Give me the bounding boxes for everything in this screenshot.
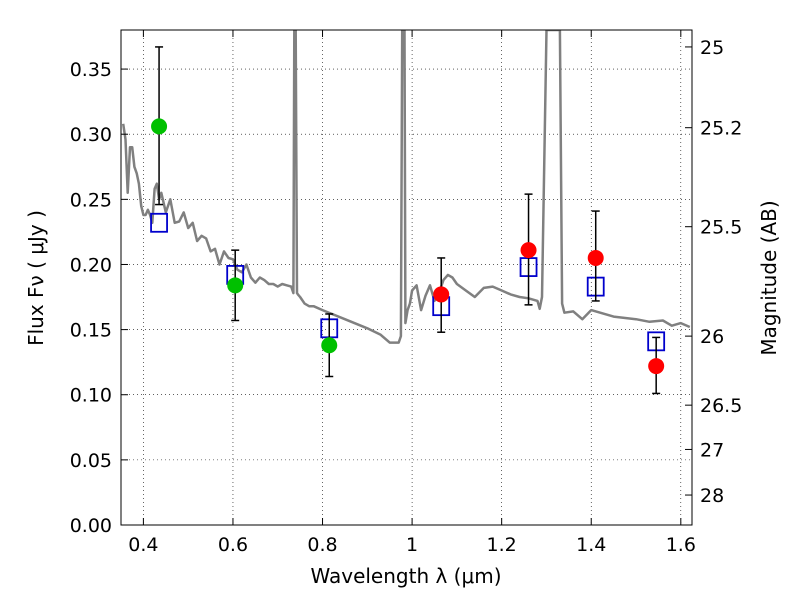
x-tick-label: 1.6: [666, 534, 696, 556]
y-tick-label: 0.35: [70, 59, 112, 81]
series-layer: [121, 30, 691, 395]
axis-ticks: 0.4 0.6 0.8 1 1.2 1.4 1.6 0.00 0.05 0.10 0.15 0.20 0…: [70, 30, 742, 556]
plot-frame: [120, 29, 693, 526]
y2-tick-label: 25: [700, 37, 724, 59]
observed-flux-point: [151, 118, 168, 135]
x-tick-label: 1: [406, 534, 418, 556]
y2-axis-label: Magnitude (AB): [757, 200, 781, 355]
x-tick-label: 0.6: [218, 534, 248, 556]
x-tick-label: 1.2: [487, 534, 517, 556]
y2-tick-label: 25.5: [700, 217, 742, 239]
observed-flux-point: [321, 337, 338, 354]
y-axis-label: Flux Fν ( μJy ): [24, 210, 48, 346]
observed-flux-point: [587, 249, 604, 266]
gridlines: [121, 30, 692, 525]
x-tick-label: 1.4: [576, 534, 606, 556]
y2-tick-label: 26.5: [700, 395, 742, 417]
spectrum-line: [121, 30, 691, 344]
y2-tick-label: 27: [700, 439, 724, 461]
observed-flux-point: [648, 358, 665, 375]
y2-tick-label: 25.2: [700, 118, 742, 140]
model-flux-marker: [150, 212, 168, 233]
y-tick-label: 0.30: [70, 124, 112, 146]
y-tick-label: 0.00: [70, 515, 112, 537]
y-tick-label: 0.15: [70, 320, 112, 342]
x-axis-label: Wavelength λ (μm): [310, 564, 501, 588]
y-tick-label: 0.10: [70, 385, 112, 407]
y2-tick-label: 26: [700, 326, 724, 348]
y-tick-label: 0.05: [70, 450, 112, 472]
x-tick-label: 0.4: [128, 534, 158, 556]
observed-flux-point: [520, 242, 537, 259]
x-tick-label: 0.8: [307, 534, 337, 556]
observed-flux-point: [433, 286, 450, 303]
y-tick-label: 0.20: [70, 254, 112, 276]
y-tick-label: 0.25: [70, 189, 112, 211]
y2-tick-label: 28: [700, 485, 724, 507]
observed-flux-point: [227, 277, 244, 294]
